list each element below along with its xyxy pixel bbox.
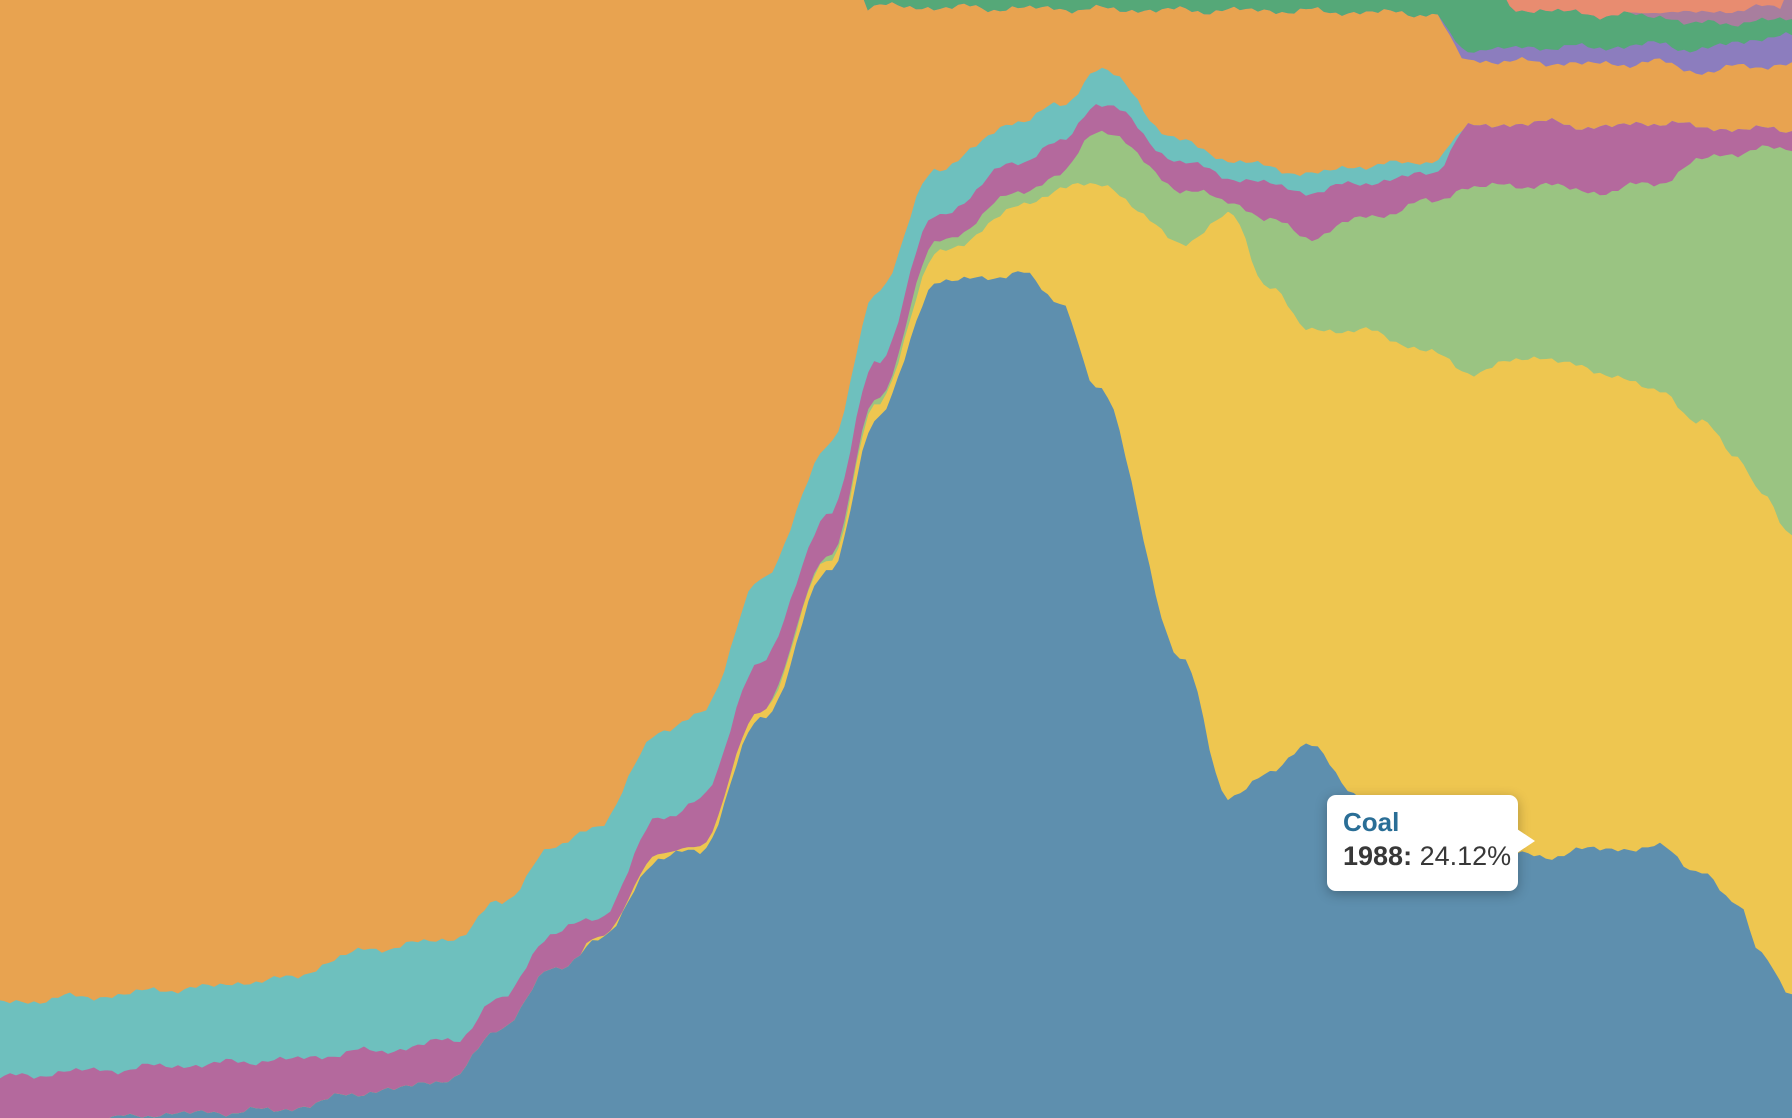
area-series-biofuels[interactable]	[0, 0, 1792, 20]
tooltip-value-line: 1988: 24.12%	[1343, 839, 1518, 874]
area-series-other-renewables[interactable]	[0, 0, 1792, 53]
tooltip-series-name: Coal	[1343, 807, 1400, 837]
area-series-nuclear[interactable]	[0, 0, 1792, 75]
area-series-traditional-biomass[interactable]	[0, 0, 1792, 1004]
tooltip-arrow-icon	[1517, 829, 1535, 853]
tooltip-year: 1988:	[1343, 840, 1413, 871]
tooltip: Coal 1988: 24.12%	[1327, 795, 1535, 891]
tooltip-value: 24.12%	[1419, 840, 1512, 871]
